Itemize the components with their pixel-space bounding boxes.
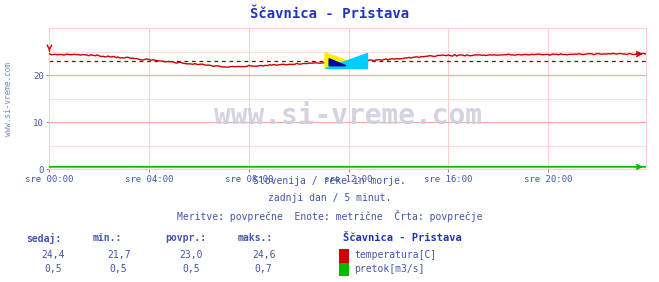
Text: 21,7: 21,7 <box>107 250 130 259</box>
Text: 24,4: 24,4 <box>41 250 65 259</box>
Text: Meritve: povprečne  Enote: metrične  Črta: povprečje: Meritve: povprečne Enote: metrične Črta:… <box>177 210 482 222</box>
Text: sedaj:: sedaj: <box>26 233 61 244</box>
Text: www.si-vreme.com: www.si-vreme.com <box>214 102 482 130</box>
Text: Slovenija / reke in morje.: Slovenija / reke in morje. <box>253 176 406 186</box>
Text: temperatura[C]: temperatura[C] <box>355 250 437 259</box>
Polygon shape <box>325 53 366 68</box>
Text: 0,5: 0,5 <box>183 264 200 274</box>
Text: 0,7: 0,7 <box>255 264 272 274</box>
Text: zadnji dan / 5 minut.: zadnji dan / 5 minut. <box>268 193 391 203</box>
Text: maks.:: maks.: <box>237 233 272 243</box>
Text: 0,5: 0,5 <box>44 264 61 274</box>
Text: Ščavnica - Pristava: Ščavnica - Pristava <box>343 233 461 243</box>
Text: 23,0: 23,0 <box>179 250 203 259</box>
Text: povpr.:: povpr.: <box>165 233 206 243</box>
Text: www.si-vreme.com: www.si-vreme.com <box>4 62 13 136</box>
Text: Ščavnica - Pristava: Ščavnica - Pristava <box>250 7 409 21</box>
Text: 24,6: 24,6 <box>252 250 275 259</box>
Polygon shape <box>329 59 346 66</box>
Text: pretok[m3/s]: pretok[m3/s] <box>355 264 425 274</box>
Text: 0,5: 0,5 <box>110 264 127 274</box>
Polygon shape <box>325 53 366 68</box>
Text: min.:: min.: <box>92 233 122 243</box>
